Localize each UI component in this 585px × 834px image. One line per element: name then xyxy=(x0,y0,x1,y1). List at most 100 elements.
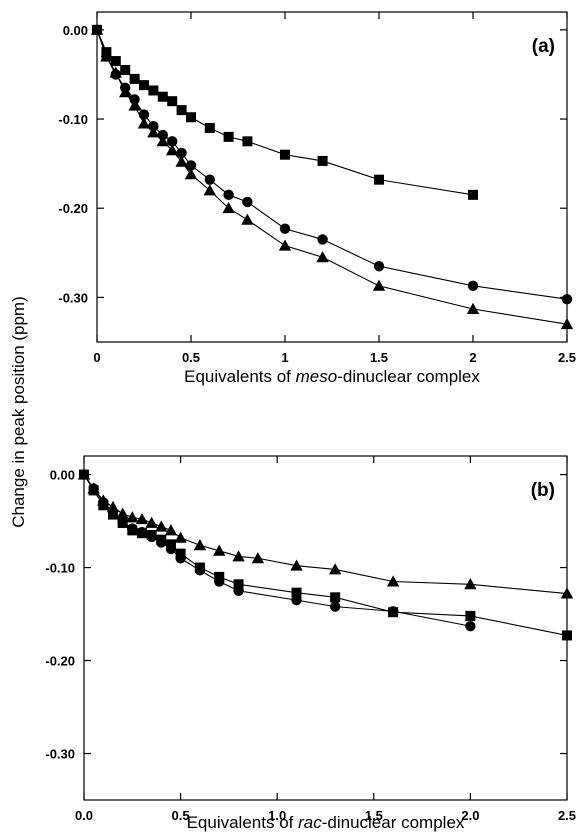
point-b-triangle-8 xyxy=(155,520,168,532)
x-tick-label-b-4: 2.0 xyxy=(461,808,479,823)
y-tick-label-b-3: -0.30 xyxy=(45,747,75,762)
point-a-square-4 xyxy=(129,73,140,84)
point-a-circle-18 xyxy=(561,293,573,305)
chart-panel-b: 0.0 0.5 1.0 1.5 2.0 2.5 0.00 -0.10 -0.20 -0.30 Equ… xyxy=(45,455,576,832)
point-a-circle-12 xyxy=(223,189,234,201)
point-a-circle-7 xyxy=(157,129,168,141)
point-a-triangle-0 xyxy=(90,23,104,35)
point-b-triangle-12 xyxy=(213,544,226,556)
point-a-circle-10 xyxy=(185,160,197,171)
point-a-triangle-1 xyxy=(100,50,113,62)
y-tick-label-b-2: -0.20 xyxy=(45,654,75,669)
x-tick-label-a-4: 2 xyxy=(469,350,476,365)
x-axis-title-a: Equivalents of meso-dinuclear complex xyxy=(184,367,480,386)
point-b-triangle-5 xyxy=(126,511,139,523)
panel-label-b: (b) xyxy=(531,480,555,501)
x-tick-label-b-2: 1.0 xyxy=(268,808,286,823)
x-axis-title-part-b-1: rac xyxy=(298,813,322,832)
point-a-square-9 xyxy=(176,105,187,116)
point-b-triangle-16 xyxy=(328,563,342,575)
plot-frame-b xyxy=(83,455,568,801)
point-a-square-16 xyxy=(374,174,384,185)
panel-label-a: (a) xyxy=(532,36,555,57)
point-b-triangle-4 xyxy=(116,507,129,519)
point-a-square-7 xyxy=(157,91,168,102)
series-line-b-1 xyxy=(83,474,471,627)
point-a-circle-11 xyxy=(204,174,215,185)
point-a-triangle-13 xyxy=(241,213,254,225)
point-a-circle-15 xyxy=(317,234,328,245)
chart-panel-a: 0 0.5 1 1.5 2 2.5 0.00 -0.10 -0.20 -0.30 Equivalen… xyxy=(58,11,576,386)
x-axis-title-part-b-0: Equivalents of xyxy=(187,813,299,832)
point-a-triangle-10 xyxy=(184,168,198,180)
point-a-triangle-11 xyxy=(203,184,216,196)
point-a-triangle-2 xyxy=(109,66,122,78)
point-a-triangle-18 xyxy=(560,317,574,330)
point-b-square-3 xyxy=(107,509,118,520)
point-a-square-14 xyxy=(280,149,290,160)
point-a-square-13 xyxy=(242,136,253,147)
point-b-square-4 xyxy=(117,517,128,528)
point-a-triangle-14 xyxy=(278,239,292,251)
y-tick-label-b-0: 0.00 xyxy=(50,468,75,483)
x-tick-label-b-3: 1.5 xyxy=(365,808,383,823)
point-a-triangle-4 xyxy=(128,99,141,111)
point-a-circle-6 xyxy=(148,120,159,132)
series-line-a-0 xyxy=(96,29,474,196)
point-b-square-14 xyxy=(291,587,302,598)
point-b-circle-17 xyxy=(465,620,476,632)
point-b-triangle-14 xyxy=(251,552,265,564)
point-a-square-11 xyxy=(204,122,215,133)
point-b-square-2 xyxy=(98,500,109,511)
y-tick-label-a-3: -0.30 xyxy=(58,290,88,305)
point-b-triangle-18 xyxy=(464,578,477,590)
point-a-triangle-17 xyxy=(466,302,480,314)
x-axis-title-part-a-1: meso xyxy=(296,367,338,386)
point-a-square-8 xyxy=(167,96,178,107)
point-a-triangle-6 xyxy=(147,126,160,138)
series-line-a-2 xyxy=(96,29,568,325)
plot-frame-a xyxy=(96,11,568,343)
point-a-circle-17 xyxy=(467,280,479,292)
point-a-triangle-16 xyxy=(372,279,386,291)
point-b-triangle-17 xyxy=(386,575,400,587)
series-b-square xyxy=(79,469,572,641)
point-a-circle-14 xyxy=(279,223,291,234)
y-tick-label-a-1: -0.10 xyxy=(58,112,88,127)
point-a-square-6 xyxy=(148,85,159,96)
point-b-square-1 xyxy=(88,485,99,496)
point-b-square-8 xyxy=(156,534,167,545)
point-b-square-18 xyxy=(562,630,572,641)
point-a-circle-8 xyxy=(167,136,178,147)
point-a-square-10 xyxy=(186,112,196,123)
x-axis-title-part-a-0: Equivalents of xyxy=(184,367,296,386)
point-a-triangle-7 xyxy=(156,135,169,147)
point-b-square-13 xyxy=(233,579,244,590)
point-b-triangle-6 xyxy=(135,513,149,525)
point-b-triangle-15 xyxy=(290,559,303,571)
point-a-circle-13 xyxy=(242,196,253,208)
point-a-square-17 xyxy=(468,189,478,200)
point-b-triangle-10 xyxy=(174,531,187,543)
x-tick-label-a-1: 0.5 xyxy=(182,350,200,365)
point-a-square-3 xyxy=(120,64,131,75)
y-tick-label-a-0: 0.00 xyxy=(63,23,88,38)
series-b-circle xyxy=(78,469,476,632)
x-axis-title-part-a-2: -dinuclear complex xyxy=(337,367,480,386)
x-tick-label-b-0: 0.0 xyxy=(75,808,93,823)
point-b-square-15 xyxy=(330,592,341,603)
point-b-square-6 xyxy=(136,528,147,539)
series-a-triangle xyxy=(90,23,574,330)
point-a-triangle-9 xyxy=(175,155,188,167)
point-b-square-12 xyxy=(214,571,225,582)
point-b-square-10 xyxy=(175,548,186,559)
x-axis-title-part-b-2: -dinuclear complex xyxy=(322,813,465,832)
point-b-square-16 xyxy=(388,607,399,618)
point-b-square-9 xyxy=(165,539,176,550)
y-tick-label-b-1: -0.10 xyxy=(45,561,75,576)
x-tick-label-a-5: 2.5 xyxy=(558,350,576,365)
point-b-triangle-9 xyxy=(164,524,178,536)
point-a-triangle-12 xyxy=(222,202,235,214)
y-axis-label: Change in peak position (ppm) xyxy=(9,296,28,528)
